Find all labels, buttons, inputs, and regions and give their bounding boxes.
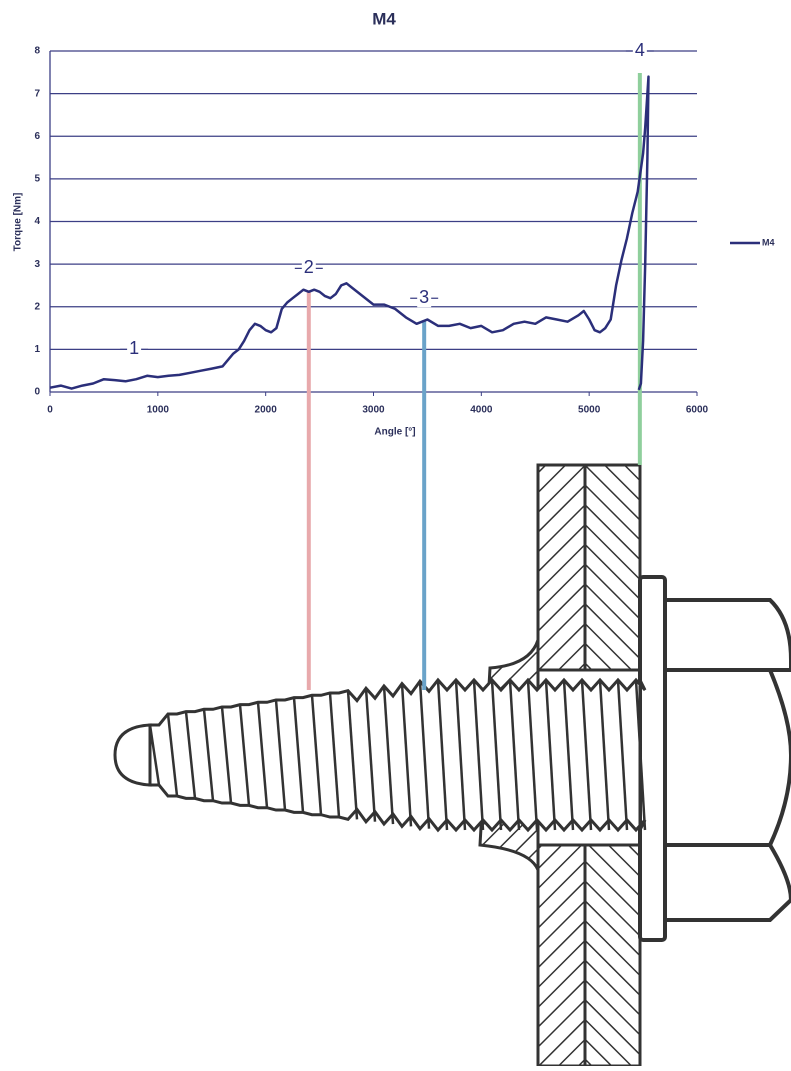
annotation: 3 [419,287,429,307]
x-tick-label: 5000 [578,405,601,416]
x-tick-label: 3000 [362,405,385,416]
y-tick-label: 3 [34,259,40,270]
chart: M4 Angle [°] Torque [Nm] 0 1 2 3 4 5 6 7 8 0 1000 2… [0,0,791,1066]
annotation: 1 [129,338,139,358]
y-tick-label: 1 [34,344,40,355]
x-tick-label: 0 [47,405,53,416]
y-tick-label: 8 [34,46,40,57]
page: M4 Angle [°] Torque [Nm] 0 1 2 3 4 5 6 7 8 0 1000 2… [0,0,791,1071]
bolt-drawing [115,465,791,1066]
chart-title: M4 [372,9,396,28]
x-tick-label: 2000 [255,405,278,416]
x-tick-label: 4000 [470,405,493,416]
y-tick-label: 2 [34,301,40,312]
x-tick-label: 1000 [147,405,170,416]
bolt-tip [115,725,150,785]
annotation: 2 [304,257,314,277]
y-tick-label: 7 [34,88,40,99]
annotation: 4 [635,40,645,60]
y-tick-label: 4 [34,216,40,227]
y-tick-label: 6 [34,131,40,142]
legend-label: M4 [762,237,775,247]
y-axis-label: Torque [Nm] [13,193,24,252]
x-tick-label: 6000 [686,405,709,416]
x-axis-label: Angle [°] [374,427,415,438]
y-tick-label: 5 [34,174,40,185]
y-tick-label: 0 [34,387,40,398]
